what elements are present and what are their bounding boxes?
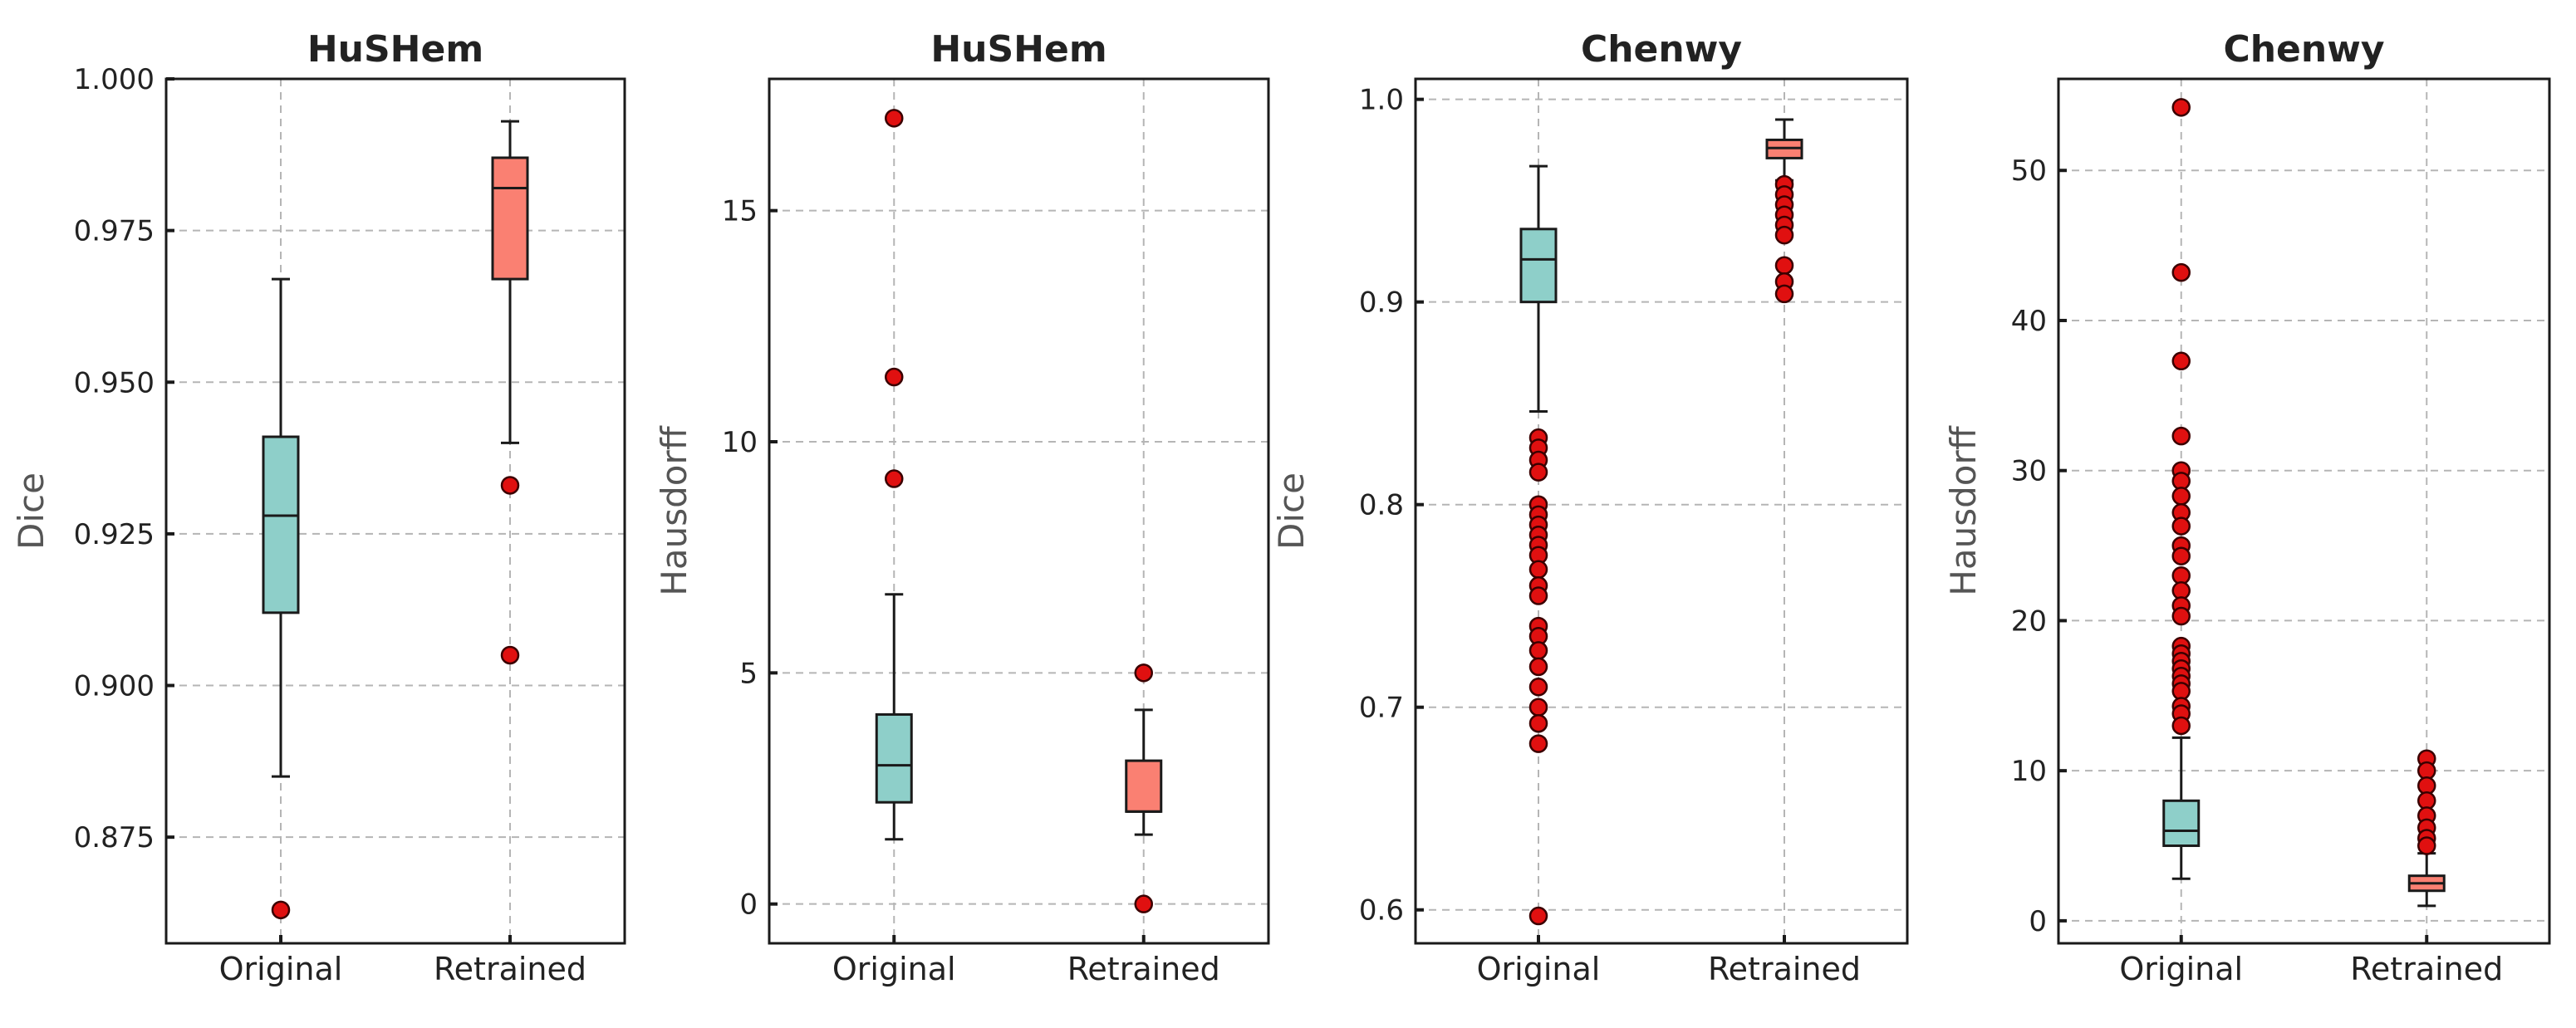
x-category-label-retrained: Retrained bbox=[2350, 951, 2503, 987]
box-plot-retrained bbox=[1125, 663, 1163, 913]
outlier-point bbox=[1134, 663, 1153, 683]
box-plot-retrained bbox=[1765, 118, 1803, 304]
x-category-label-original: Original bbox=[832, 951, 956, 987]
y-tick-label: 10 bbox=[2011, 755, 2047, 788]
interquartile-box bbox=[2162, 799, 2201, 848]
outlier-point bbox=[1134, 894, 1153, 913]
y-axis-label: Dice bbox=[1271, 472, 1312, 550]
outlier-point bbox=[1528, 463, 1548, 482]
gridlines bbox=[769, 79, 1268, 943]
y-tick-label: 0.8 bbox=[1359, 489, 1404, 522]
x-category-label-original: Original bbox=[2119, 951, 2243, 987]
outlier-point bbox=[2171, 716, 2191, 736]
y-tick-label: 15 bbox=[722, 195, 758, 228]
outlier-point bbox=[1774, 225, 1794, 245]
box-plot-original bbox=[262, 277, 300, 920]
x-category-label-retrained: Retrained bbox=[1708, 951, 1861, 987]
y-tick-label: 0.875 bbox=[74, 821, 155, 854]
x-category-label-retrained: Retrained bbox=[1067, 951, 1220, 987]
y-axis-label: Hausdorff bbox=[654, 425, 694, 595]
y-tick-label: 0.975 bbox=[74, 215, 155, 248]
y-tick-label: 0 bbox=[2029, 905, 2047, 938]
interquartile-box bbox=[875, 712, 913, 804]
outlier-point bbox=[1528, 641, 1548, 660]
outlier-point bbox=[1774, 256, 1794, 275]
y-tick-label: 40 bbox=[2011, 305, 2047, 338]
outlier-point bbox=[1528, 713, 1548, 733]
y-tick-label: 1.0 bbox=[1359, 84, 1404, 117]
outlier-point bbox=[1528, 560, 1548, 580]
box-plot-retrained bbox=[491, 120, 529, 665]
y-tick-label: 50 bbox=[2011, 154, 2047, 188]
box-plot-original bbox=[875, 109, 913, 841]
y-tick-label: 0.925 bbox=[74, 518, 155, 551]
outlier-point bbox=[2417, 836, 2436, 855]
interquartile-box bbox=[1125, 759, 1163, 813]
outlier-point bbox=[1528, 734, 1548, 753]
outlier-point bbox=[885, 469, 904, 488]
y-axis-label: Dice bbox=[11, 472, 52, 550]
plot-frame bbox=[2057, 77, 2551, 945]
plot-frame bbox=[164, 77, 626, 945]
panel-title: HuSHem bbox=[307, 28, 483, 71]
panel-title: Chenwy bbox=[1581, 28, 1742, 71]
outlier-point bbox=[885, 109, 904, 128]
y-tick-label: 1.000 bbox=[74, 63, 155, 96]
outlier-point bbox=[1774, 284, 1794, 304]
panel-hushem-hausdorff: 0 5 10 15 HuSHem Hausdorff Original Retrained bbox=[654, 28, 1270, 987]
y-tick-label: 30 bbox=[2011, 455, 2047, 488]
panel-title: HuSHem bbox=[930, 28, 1106, 71]
y-tick-label: 10 bbox=[722, 426, 758, 459]
outlier-point bbox=[1528, 586, 1548, 605]
outlier-point bbox=[2171, 426, 2191, 446]
outlier-point bbox=[500, 645, 520, 665]
outlier-point bbox=[500, 476, 520, 495]
outlier-point bbox=[2171, 98, 2191, 117]
plot-frame bbox=[768, 77, 1270, 945]
interquartile-box bbox=[491, 156, 529, 281]
y-tick-label: 0.7 bbox=[1359, 692, 1404, 725]
box-plot-retrained bbox=[2407, 749, 2446, 908]
outlier-point bbox=[2171, 516, 2191, 536]
outlier-point bbox=[2171, 606, 2191, 626]
panel-hushem-dice: 0.875 0.900 0.925 0.950 0.975 1.000 HuSHem Dice… bbox=[11, 28, 626, 987]
panel-title: Chenwy bbox=[2223, 28, 2384, 71]
box-plot-original bbox=[1519, 164, 1558, 926]
gridlines bbox=[2058, 79, 2549, 943]
outlier-point bbox=[2171, 546, 2191, 565]
outlier-point bbox=[2171, 262, 2191, 282]
outlier-point bbox=[885, 367, 904, 387]
gridlines bbox=[166, 78, 625, 943]
outlier-point bbox=[1528, 657, 1548, 677]
y-tick-label: 0.6 bbox=[1359, 894, 1404, 928]
plot-frame bbox=[1414, 77, 1909, 945]
y-tick-label: 0 bbox=[739, 888, 758, 922]
outlier-point bbox=[1528, 906, 1548, 926]
y-tick-label: 0.900 bbox=[74, 670, 155, 703]
x-category-label-original: Original bbox=[219, 951, 343, 987]
outlier-point bbox=[1528, 698, 1548, 717]
x-category-label-retrained: Retrained bbox=[434, 951, 586, 987]
outlier-point bbox=[2171, 351, 2191, 371]
y-tick-label: 5 bbox=[739, 657, 758, 690]
interquartile-box bbox=[1519, 228, 1558, 304]
gridlines bbox=[1416, 79, 1907, 943]
outlier-point bbox=[1528, 678, 1548, 697]
panel-chenwy-dice: 0.6 0.7 0.8 0.9 1.0 Chenwy Dice Original Retrain… bbox=[1271, 28, 1909, 987]
panel-chenwy-hausdorff: 0 10 20 30 40 50 Chenwy Hausdorff Original Retrai… bbox=[1943, 28, 2551, 987]
y-tick-label: 20 bbox=[2011, 605, 2047, 638]
y-tick-label: 0.9 bbox=[1359, 286, 1404, 320]
interquartile-box bbox=[262, 435, 300, 614]
outlier-point bbox=[2171, 487, 2191, 506]
y-tick-label: 0.950 bbox=[74, 366, 155, 399]
y-axis-label: Hausdorff bbox=[1943, 425, 1984, 595]
x-category-label-original: Original bbox=[1477, 951, 1601, 987]
outlier-point bbox=[271, 900, 291, 920]
box-plot-original bbox=[2162, 98, 2201, 880]
